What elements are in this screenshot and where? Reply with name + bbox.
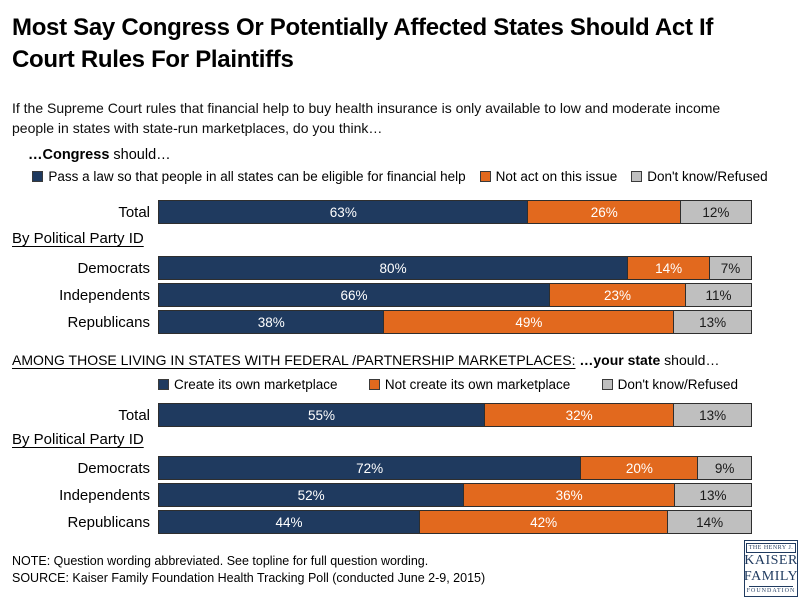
legend-item: Create its own marketplace (158, 377, 338, 392)
congress-total-row: Total 63% 26% 12% (12, 200, 752, 227)
states-party-rows: Democrats 72% 20% 9% Independents 52% 36% 13% Re… (12, 456, 752, 537)
bar-segment: 14% (626, 256, 711, 280)
source-text: SOURCE: Kaiser Family Foundation Health … (12, 571, 486, 585)
note-text: NOTE: Question wording abbreviated. See … (12, 554, 429, 568)
legend-label: Don't know/Refused (647, 169, 768, 184)
bar-row: Republicans 44% 42% 14% (12, 510, 752, 534)
legend-item: Don't know/Refused (631, 169, 768, 184)
legend-swatch-icon (631, 171, 643, 182)
bar-segment: 63% (158, 200, 529, 224)
bar-segment: 13% (673, 483, 752, 507)
bar-segment: 72% (158, 456, 582, 480)
bar-segment: 11% (685, 283, 753, 307)
bar-segment: 42% (418, 510, 669, 534)
stacked-bar: 44% 42% 14% (158, 510, 752, 534)
bar-segment: 38% (158, 310, 385, 334)
category-label: Republicans (67, 313, 150, 331)
logo-line-family: FAMILY (743, 568, 799, 584)
states-section-heading: AMONG THOSE LIVING IN STATES WITH FEDERA… (12, 352, 719, 368)
legend-swatch-icon (479, 171, 491, 182)
legend-label: Not create its own marketplace (384, 377, 571, 392)
logo-line-foundation: FOUNDATION (746, 588, 796, 595)
legend-swatch-icon (368, 379, 380, 390)
intro2-suffix: should… (660, 352, 720, 368)
legend-congress: Pass a law so that people in all states … (0, 169, 800, 184)
category-label: Independents (59, 286, 150, 304)
congress-party-rows: Democrats 80% 14% 7% Independents 66% 23% 11% Re… (12, 256, 753, 337)
stacked-bar: 72% 20% 9% (158, 456, 752, 480)
bar-row: Independents 52% 36% 13% (12, 483, 752, 507)
legend-states: Create its own marketplace Not create its… (158, 377, 738, 392)
bar-segment: 7% (709, 256, 752, 280)
title-line-2: Court Rules For Plaintiffs (12, 45, 294, 73)
category-label: Independents (59, 486, 150, 504)
bar-row: Total 55% 32% 13% (12, 403, 752, 427)
bar-segment: 12% (679, 200, 752, 224)
bar-row: Total 63% 26% 12% (12, 200, 752, 224)
heading2-underlined: AMONG THOSE LIVING IN STATES WITH FEDERA… (12, 352, 576, 368)
bar-segment: 44% (158, 510, 421, 534)
congress-should-label: …Congress should… (28, 147, 171, 163)
stacked-bar: 38% 49% 13% (158, 310, 752, 334)
subtitle-line-1: If the Supreme Court rules that financia… (12, 100, 721, 116)
stacked-bar: 52% 36% 13% (158, 483, 752, 507)
stacked-bar: 55% 32% 13% (158, 403, 752, 427)
bar-segment: 26% (527, 200, 682, 224)
legend-item: Not act on this issue (479, 169, 618, 184)
legend-label: Not act on this issue (495, 169, 618, 184)
kff-logo: THE HENRY J. KAISER FAMILY FOUNDATION (744, 540, 798, 597)
bar-segment: 55% (158, 403, 486, 427)
stacked-bar: 66% 23% 11% (158, 283, 753, 307)
bar-segment: 9% (697, 456, 752, 480)
states-total-row: Total 55% 32% 13% (12, 403, 752, 430)
bar-segment: 23% (548, 283, 687, 307)
bar-row: Republicans 38% 49% 13% (12, 310, 752, 334)
category-label: Democrats (77, 459, 150, 477)
bar-segment: 13% (673, 310, 752, 334)
bar-segment: 36% (462, 483, 676, 507)
bar-row: Democrats 80% 14% 7% (12, 256, 752, 280)
bar-row: Democrats 72% 20% 9% (12, 456, 752, 480)
bar-segment: 49% (383, 310, 675, 334)
legend-item: Don't know/Refused (601, 377, 738, 392)
question-text: If the Supreme Court rules that financia… (12, 99, 792, 138)
legend-swatch-icon (158, 379, 169, 390)
bar-segment: 32% (483, 403, 675, 427)
logo-line-kaiser: KAISER (744, 553, 798, 568)
category-label: Total (118, 203, 150, 221)
intro2-bold: …your state (575, 352, 661, 368)
page-title: Most Say Congress Or Potentially Affecte… (12, 12, 790, 75)
category-label: Democrats (77, 259, 150, 277)
intro1-bold: …Congress (28, 147, 110, 163)
subtitle-line-2: people in states with state-run marketpl… (12, 119, 383, 136)
bar-segment: 52% (158, 483, 465, 507)
legend-item: Pass a law so that people in all states … (32, 169, 466, 184)
stacked-bar: 80% 14% 7% (158, 256, 752, 280)
group-label-party-2: By Political Party ID (12, 431, 144, 448)
legend-item: Not create its own marketplace (368, 377, 571, 392)
legend-swatch-icon (601, 379, 613, 390)
legend-label: Create its own marketplace (174, 377, 338, 392)
stacked-bar: 63% 26% 12% (158, 200, 752, 224)
logo-line-henry: THE HENRY J. (745, 543, 797, 553)
intro1-suffix: should… (109, 147, 171, 163)
category-label: Total (118, 406, 150, 424)
category-label: Republicans (67, 513, 150, 531)
bar-segment: 66% (158, 283, 551, 307)
legend-swatch-icon (32, 171, 44, 182)
logo-divider (749, 586, 793, 588)
title-line-1: Most Say Congress Or Potentially Affecte… (12, 14, 714, 41)
bar-segment: 20% (579, 456, 699, 480)
bar-segment: 13% (673, 403, 752, 427)
bar-segment: 80% (158, 256, 629, 280)
bar-segment: 14% (667, 510, 752, 534)
group-label-party-1: By Political Party ID (12, 230, 144, 247)
legend-label: Pass a law so that people in all states … (48, 169, 466, 184)
bar-row: Independents 66% 23% 11% (12, 283, 753, 307)
legend-label: Don't know/Refused (617, 377, 738, 392)
